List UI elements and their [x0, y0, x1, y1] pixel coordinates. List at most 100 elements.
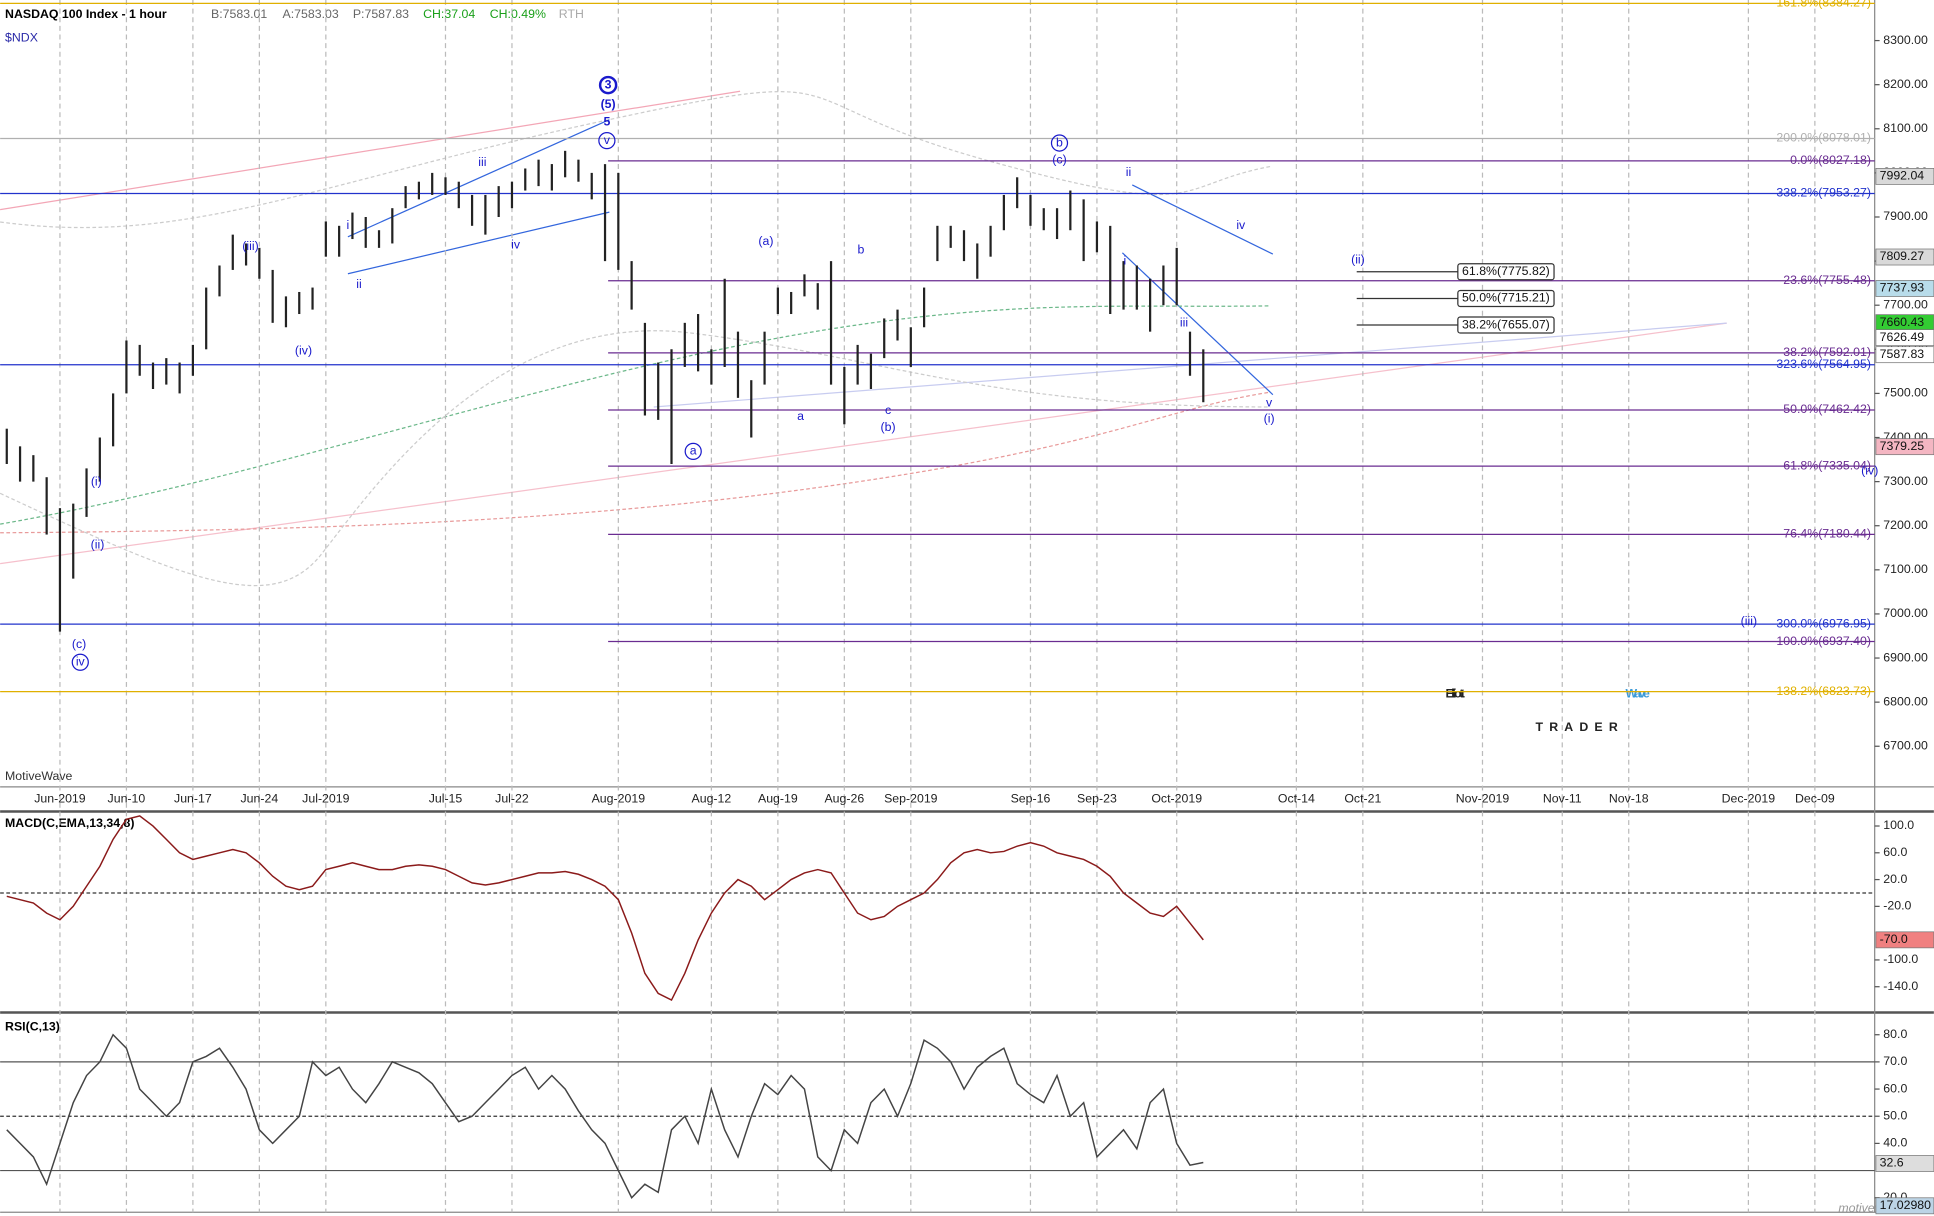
- value-marker-label: -70.0: [1880, 932, 1908, 946]
- wave-label: iii: [478, 155, 486, 169]
- trend-line: [0, 90, 741, 211]
- wave-label: iv: [511, 238, 521, 252]
- wave-label: (5): [601, 97, 616, 111]
- level-label: 76.4%(7180.44): [1783, 527, 1871, 541]
- x-tick-label: Jun-10: [108, 791, 146, 805]
- wave-label: b: [1056, 135, 1063, 149]
- x-tick-label: Nov-11: [1543, 791, 1582, 805]
- level-label: 23.6%(7755.48): [1783, 273, 1871, 287]
- logo-tagline: TRADER: [1536, 720, 1624, 734]
- y-tick-label: 20.0: [1883, 872, 1907, 886]
- y-tick-label: -100.0: [1883, 952, 1918, 966]
- moving-average: [0, 305, 1271, 525]
- x-tick-label: Aug-2019: [592, 791, 646, 805]
- wave-label: (c): [72, 637, 86, 651]
- target-box: [1457, 316, 1555, 334]
- wave-circle: [71, 653, 89, 671]
- wave-label: (ii): [1351, 252, 1365, 266]
- wave-label: i: [1123, 254, 1126, 268]
- wave-label: (c): [1052, 153, 1066, 167]
- y-tick-label: 6700.00: [1883, 738, 1928, 752]
- y-tick-label: 8100.00: [1883, 121, 1928, 135]
- level-label: 50.0%(7462.42): [1783, 402, 1871, 416]
- symbol: $NDX: [5, 30, 38, 44]
- wave-label: 3: [605, 77, 612, 91]
- wave-label: (iii): [242, 239, 258, 253]
- level-label: 161.8%(8384.27): [1776, 0, 1871, 10]
- y-tick-label: 7500.00: [1883, 386, 1928, 400]
- wave-label: (i): [1264, 412, 1275, 426]
- x-tick-label: Jul-22: [495, 791, 529, 805]
- moving-average: [0, 391, 1271, 534]
- value-marker-label: 7737.93: [1880, 281, 1925, 295]
- target-box: [1457, 263, 1555, 281]
- y-tick-label: 7200.00: [1883, 518, 1928, 532]
- y-tick-label: 7300.00: [1883, 474, 1928, 488]
- y-tick-label: -20.0: [1883, 899, 1911, 913]
- wave-circle: [598, 75, 618, 95]
- x-tick-label: Jun-17: [174, 791, 212, 805]
- value-marker-label: 32.6: [1880, 1156, 1904, 1170]
- moving-average: [0, 330, 1271, 587]
- logo-name: Elliott: [1446, 687, 1465, 701]
- y-tick-label: 60.0: [1883, 845, 1907, 859]
- level-label: 138.2%(6823.73): [1776, 684, 1871, 698]
- y-tick-label: 40.0: [1883, 1136, 1907, 1150]
- level-label: 61.8%(7335.04): [1783, 458, 1871, 472]
- wave-label: iv: [76, 655, 86, 669]
- y-tick-label: 7000.00: [1883, 606, 1928, 620]
- level-label: 0.0%(8027.18): [1790, 153, 1871, 167]
- value-marker-label: 7809.27: [1880, 249, 1925, 263]
- logo-name: Wave: [1626, 687, 1650, 701]
- y-tick-label: 7700.00: [1883, 297, 1928, 311]
- y-tick-label: 7900.00: [1883, 209, 1928, 223]
- y-tick-label: 8300.00: [1883, 33, 1928, 47]
- wave-label: (iii): [1741, 614, 1757, 628]
- level-label: 300.0%(6976.95): [1776, 616, 1871, 630]
- level-label: 100.0%(6937.40): [1776, 634, 1871, 648]
- wave-label: a: [690, 444, 697, 458]
- wave-label: (i): [91, 474, 102, 488]
- target-box: [1457, 289, 1555, 308]
- level-label: 38.2%(7592.01): [1783, 345, 1871, 359]
- value-marker-label: 17.02980: [1880, 1198, 1932, 1212]
- y-tick-label: 70.0: [1883, 1054, 1907, 1068]
- x-tick-label: Oct-21: [1344, 791, 1381, 805]
- y-tick-label: 80.0: [1883, 1027, 1907, 1041]
- change: CH:37.04: [423, 7, 475, 21]
- quote: A:7583.03: [283, 7, 339, 21]
- trend-line: [347, 211, 610, 275]
- moving-average: [0, 91, 1271, 229]
- level-label: 200.0%(8078.01): [1776, 131, 1871, 145]
- trend-line: [1121, 252, 1274, 396]
- x-tick-label: Aug-26: [824, 791, 864, 805]
- wave-label: c: [885, 403, 891, 417]
- y-tick-label: 60.0: [1883, 1081, 1907, 1095]
- grid: [59, 0, 1816, 1213]
- x-tick-label: Sep-16: [1011, 791, 1051, 805]
- panel-title: MACD(C,EMA,13,34,8): [5, 816, 134, 830]
- wave-label: (b): [881, 420, 896, 434]
- wave-label: ii: [1126, 165, 1131, 179]
- wave-label: (a): [758, 234, 773, 248]
- target-label: 50.0%(7715.21): [1462, 291, 1550, 305]
- value-marker-label: 7379.25: [1880, 439, 1925, 453]
- wave-label: 5: [603, 114, 610, 128]
- session: RTH: [559, 7, 584, 21]
- target-label: 61.8%(7775.82): [1462, 264, 1550, 278]
- y-tick-label: 100.0: [1883, 818, 1914, 832]
- wave-label: v: [1266, 396, 1273, 410]
- y-tick-label: 6800.00: [1883, 694, 1928, 708]
- x-tick-label: Sep-23: [1077, 791, 1117, 805]
- x-tick-label: Dec-2019: [1722, 791, 1776, 805]
- y-tick-label: 8200.00: [1883, 77, 1928, 91]
- x-tick-label: Aug-19: [758, 791, 798, 805]
- wave-label: v: [604, 133, 611, 147]
- trend-line: [0, 322, 1727, 565]
- wave-label: b: [858, 243, 865, 257]
- x-tick-label: Oct-14: [1278, 791, 1315, 805]
- indicator-line: [6, 1033, 1204, 1200]
- x-tick-label: Sep-2019: [884, 791, 938, 805]
